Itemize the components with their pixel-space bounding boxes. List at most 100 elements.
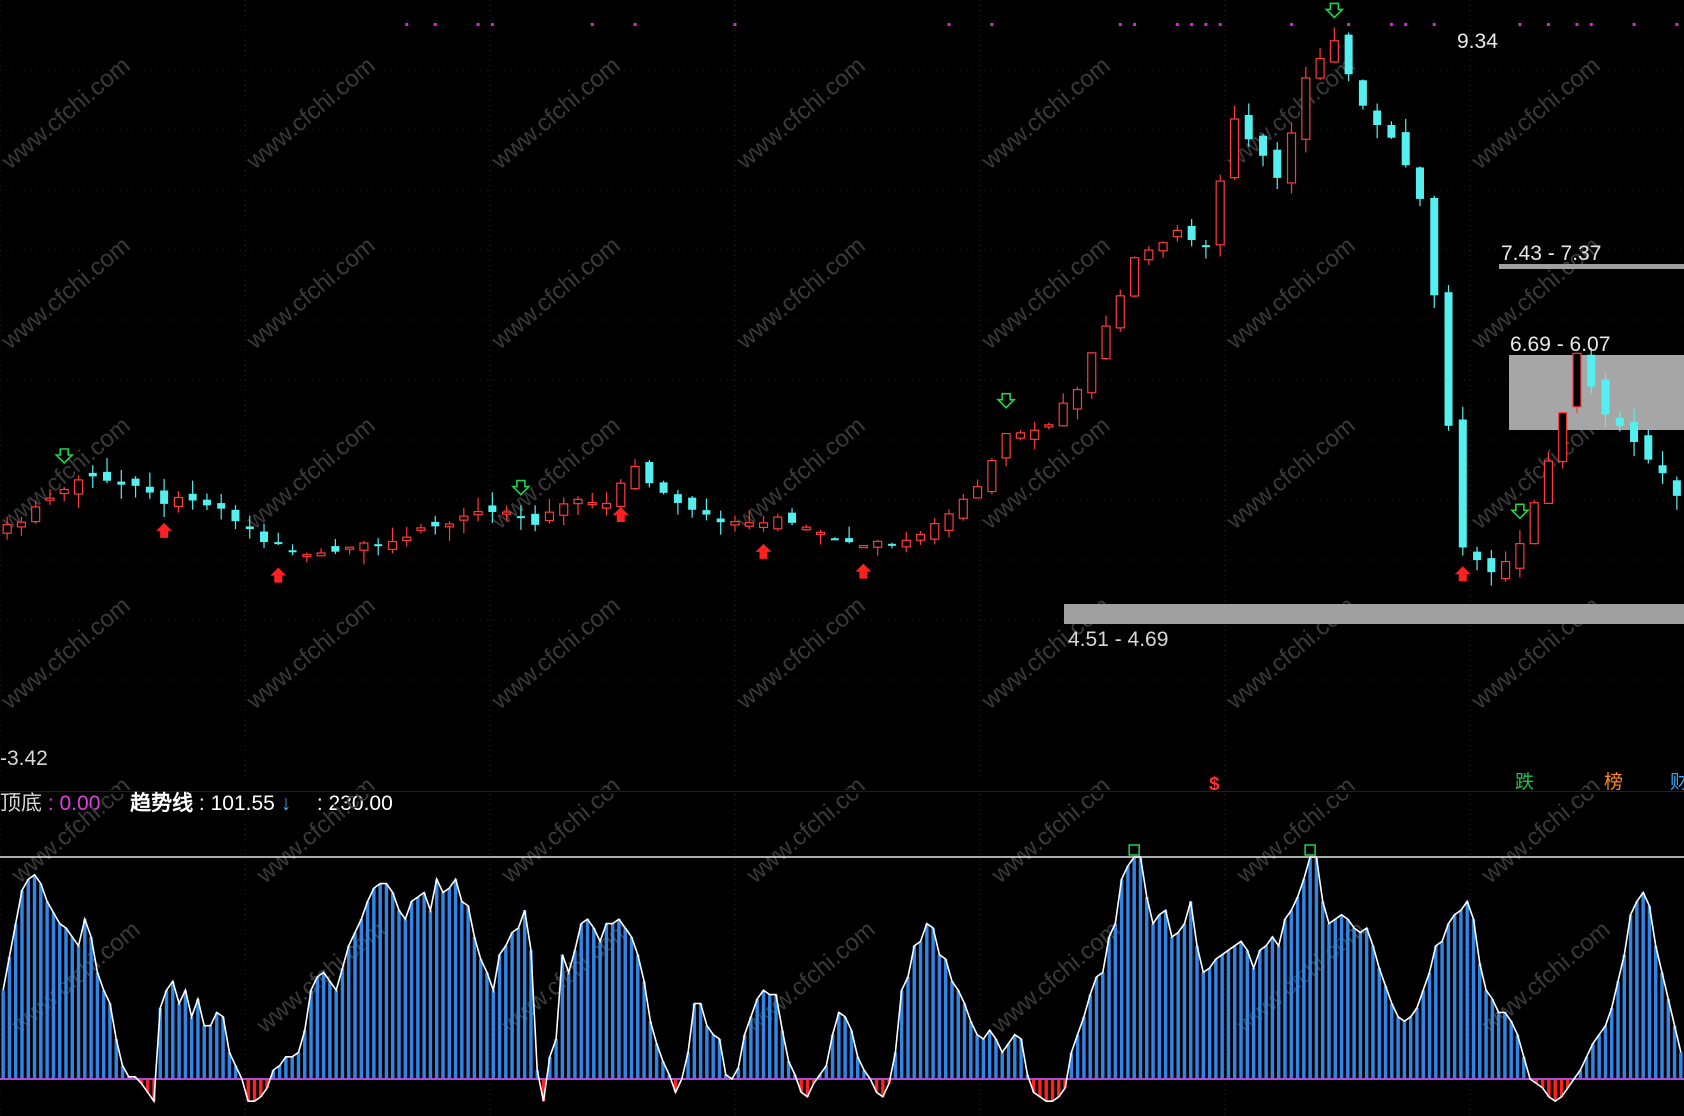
candle [901, 531, 911, 553]
candle-body [45, 497, 55, 501]
top-dot [1133, 23, 1137, 26]
candle-body [288, 550, 297, 553]
candle-body [1373, 110, 1382, 126]
top-dot [476, 23, 480, 26]
watermark-text: www.cfchi.com [1221, 772, 1361, 790]
candle [1630, 409, 1639, 457]
candle [1058, 393, 1068, 427]
candle [59, 487, 69, 502]
candle [1430, 195, 1439, 308]
watermark-text: www.cfchi.com [486, 772, 626, 790]
candle-body [1115, 295, 1125, 329]
candle-body [987, 460, 997, 493]
candle-body [1030, 429, 1040, 440]
candle [188, 480, 197, 510]
sell-arrow-icon [1509, 503, 1530, 520]
candle-body [1087, 352, 1097, 394]
candle [1215, 174, 1225, 257]
signal-arrows [54, 2, 1530, 583]
candle-body [659, 482, 668, 493]
candle-body [758, 522, 769, 529]
top-dot [1347, 23, 1351, 26]
candle-body [459, 515, 469, 521]
candle-body [1044, 424, 1054, 428]
candle-body [559, 503, 569, 516]
candle [444, 521, 455, 541]
candle [1001, 433, 1011, 467]
watermark-text: www.cfchi.com [0, 232, 135, 355]
candle [473, 497, 483, 522]
candle [801, 524, 811, 531]
candle [773, 513, 783, 532]
candle [1572, 352, 1582, 414]
watermark-text: www.cfchi.com [0, 412, 135, 535]
candle-body [616, 482, 626, 507]
candle-body [488, 505, 497, 512]
candle-body [1201, 245, 1210, 248]
candle-body [815, 531, 826, 535]
candle-body [601, 502, 612, 509]
sell-arrow-icon [996, 392, 1017, 409]
watermark-text: www.cfchi.com [241, 412, 381, 535]
candle [1158, 241, 1168, 258]
event-marker-finance[interactable]: 财 [1670, 771, 1684, 790]
candle [160, 478, 169, 518]
candle [830, 537, 839, 541]
price-label-zone-bottom: 4.51 - 4.69 [1068, 628, 1168, 651]
indicator-panel[interactable]: www.cfchi.com www.cfchi.com www.cfchi.com w… [0, 794, 1684, 1116]
candle [845, 526, 854, 544]
watermark-text: www.cfchi.com [486, 52, 626, 175]
top-dot [1546, 23, 1550, 26]
candle-body [573, 498, 583, 505]
candle [1487, 549, 1496, 586]
candle-body [1458, 419, 1467, 548]
candle [117, 469, 126, 499]
candle [2, 516, 12, 540]
candle [516, 505, 525, 530]
candle-body [1158, 242, 1168, 252]
candle [1558, 412, 1568, 469]
indicator-grid [0, 794, 1471, 1116]
candle-body [1001, 433, 1011, 459]
candle [1315, 47, 1325, 81]
candle [815, 529, 826, 545]
candle [1301, 66, 1311, 153]
trend-arrow-icon: ↓ [280, 792, 292, 815]
watermark-text: www.cfchi.com [731, 232, 871, 355]
top-dot [1675, 23, 1679, 26]
event-marker-rank[interactable]: 榜 [1604, 771, 1623, 790]
candle-body [1244, 115, 1253, 140]
candle-body [1344, 34, 1353, 75]
candle [1601, 373, 1610, 428]
top-dot [1175, 23, 1179, 26]
candle-body [473, 510, 483, 516]
candle-body [730, 520, 740, 526]
candle [1229, 105, 1240, 180]
candle-body [1587, 354, 1596, 387]
price-label-zone-top: 7.43 - 7.37 [1501, 242, 1601, 265]
event-marker-fall[interactable]: 跌 [1515, 771, 1534, 790]
candle [103, 458, 112, 484]
price-panel[interactable]: www.cfchi.com www.cfchi.com www.cfchi.com w… [0, 0, 1684, 790]
watermark-text: www.cfchi.com [241, 52, 381, 175]
candle [260, 523, 269, 548]
candle [488, 492, 497, 523]
candle [887, 542, 896, 549]
candle-body [217, 503, 226, 509]
top-dot [947, 23, 951, 26]
event-marker-dollar[interactable]: $ [1209, 774, 1220, 790]
candle-body [1529, 502, 1539, 545]
candle-body [31, 506, 41, 523]
indicator-signals [1128, 844, 1316, 856]
histogram-outline [2, 856, 1682, 1104]
watermark-text: www.cfchi.com [731, 772, 871, 790]
candle [45, 489, 55, 505]
watermark-text: www.cfchi.com [1476, 916, 1616, 1039]
candle-body [1172, 229, 1182, 238]
candle-body [1273, 149, 1282, 178]
candle [1373, 103, 1382, 139]
candle [730, 515, 740, 532]
candle [274, 532, 283, 546]
candle [601, 492, 612, 516]
